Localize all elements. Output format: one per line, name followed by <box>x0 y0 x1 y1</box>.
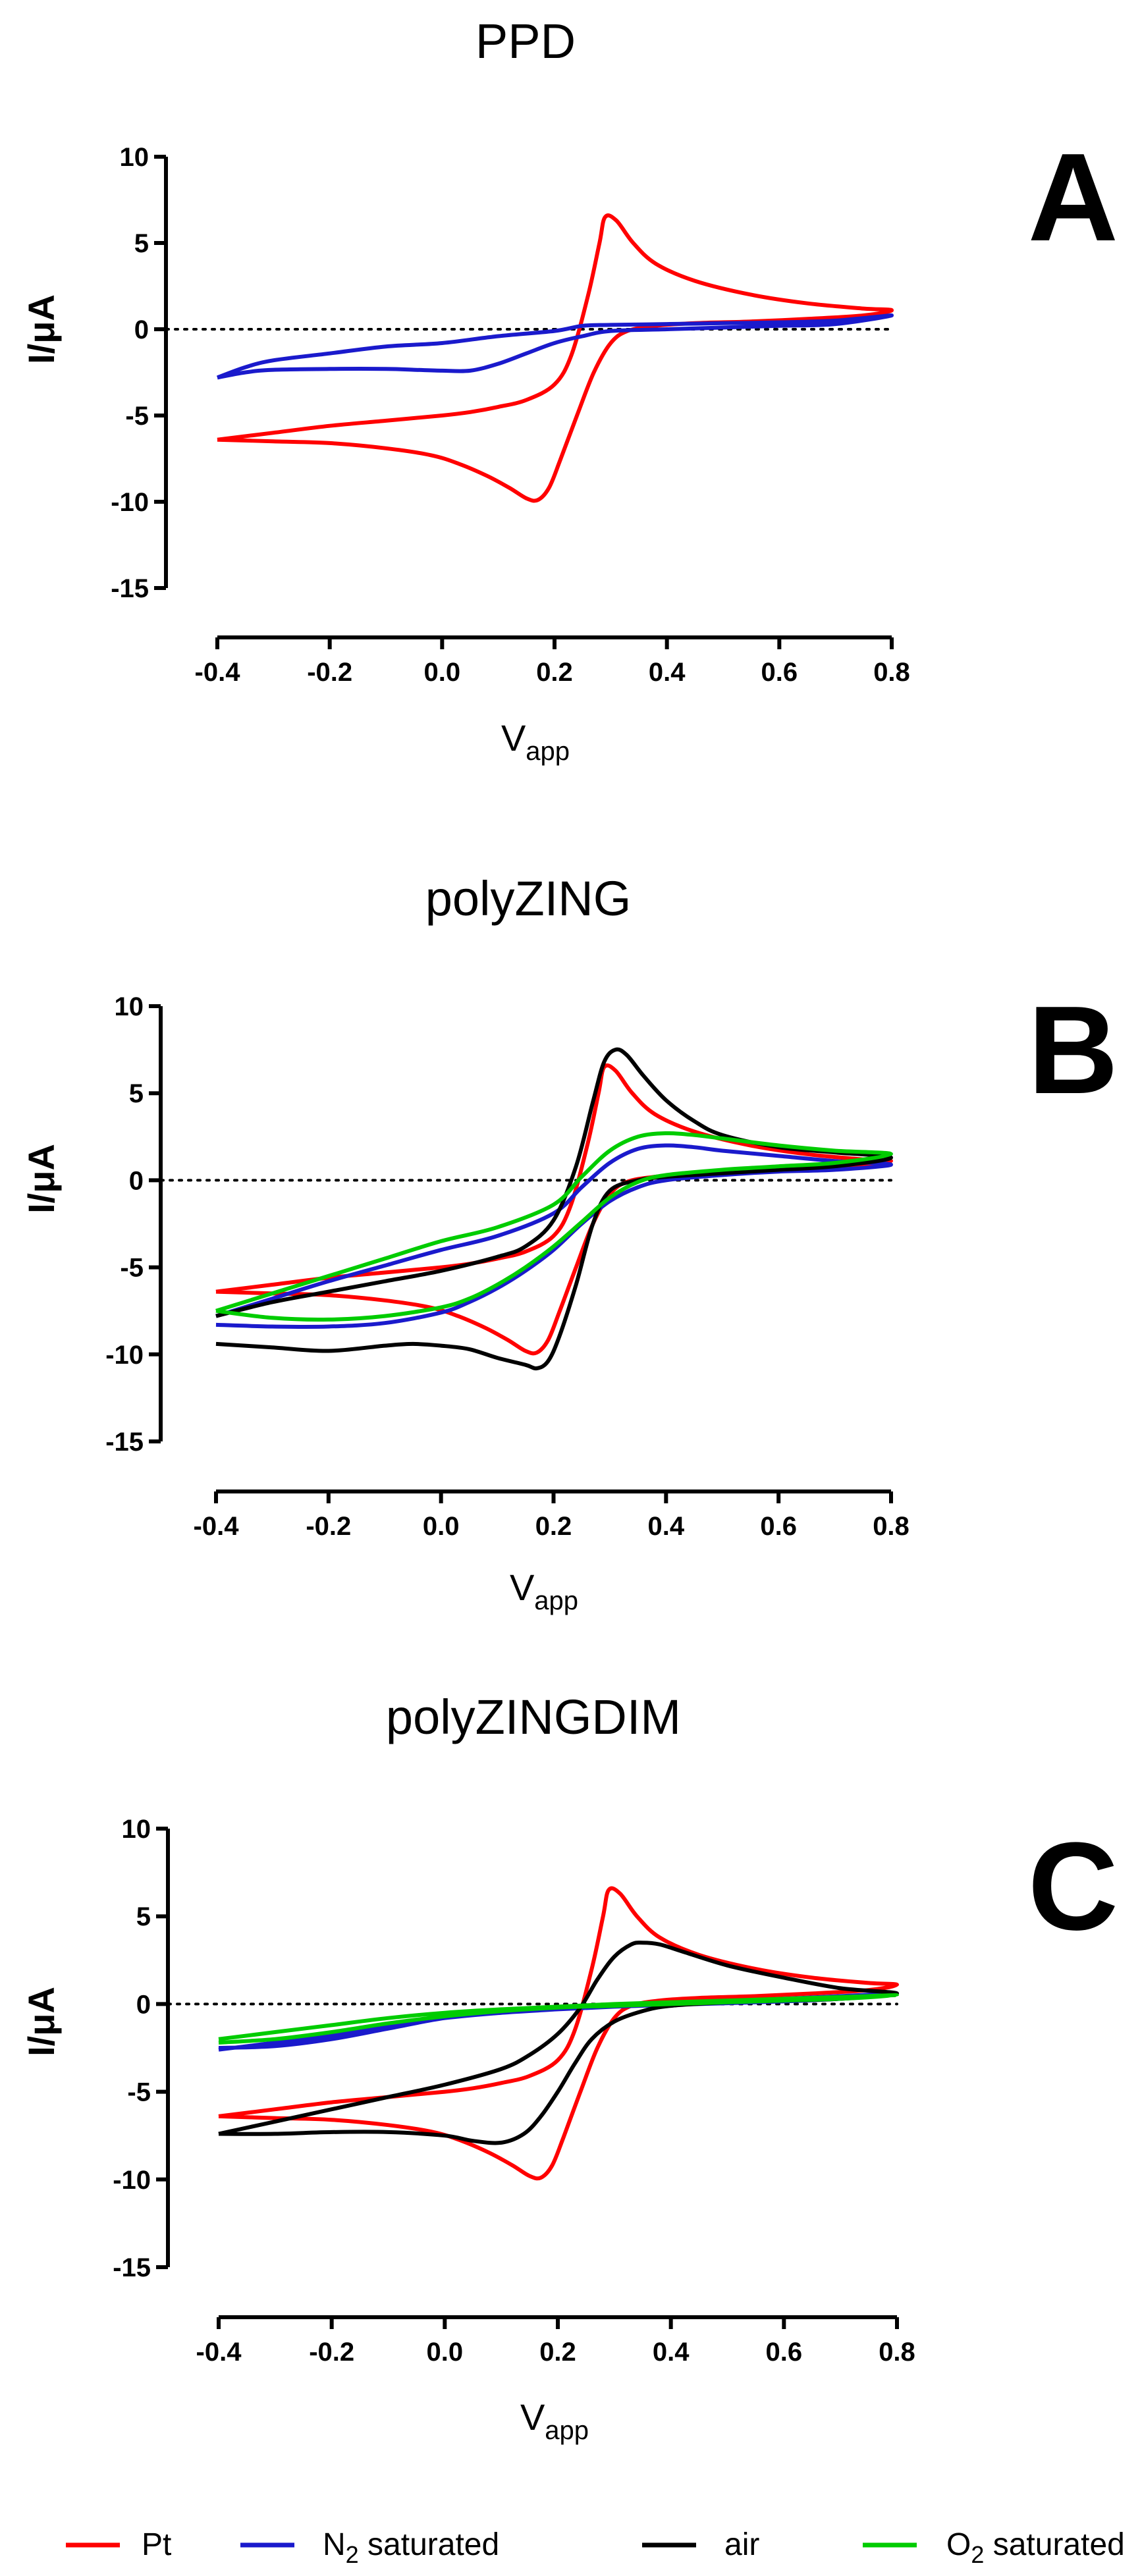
panel-c-y-tick-label: -10 <box>113 2166 151 2195</box>
panel-c-y-tick-label: 0 <box>136 1990 151 2019</box>
panel-a: PPD A I/μA Vapp 10 5 0 -5 -10 -15 -0.4 -0.2 0.0 0… <box>20 14 1118 766</box>
legend-label-air: air <box>724 2527 759 2562</box>
panel-b-y-tick-label: 5 <box>129 1079 144 1108</box>
panel-b-letter: B <box>1028 980 1118 1120</box>
panel-b-title: polyZING <box>425 871 632 926</box>
panel-c-x-tick-label: -0.2 <box>309 2338 354 2367</box>
panel-a-y-axis-label: I/μA <box>20 294 62 364</box>
panel-c-x-tick-label: 0.4 <box>653 2338 690 2367</box>
panel-b-x-axis-label-sub: app <box>534 1586 578 1615</box>
panel-b-y-tick-label: -15 <box>105 1428 144 1457</box>
panel-c-x-axis-label: Vapp <box>520 2396 589 2445</box>
panel-b: polyZING B I/μA Vapp 10 5 0 -5 -10 -15 -0.4 -0.… <box>20 871 1118 1615</box>
panel-a-x-axis-label: Vapp <box>501 717 570 766</box>
panel-b-series-pt <box>215 1063 893 1356</box>
panel-b-series-air <box>215 1047 893 1371</box>
panel-a-x-axis-label-sub: app <box>526 737 570 766</box>
legend-label-o2: O2 saturated <box>946 2527 1125 2568</box>
panel-c-x-tick-label: -0.4 <box>196 2338 242 2367</box>
panel-a-y-tick-label: -5 <box>125 402 149 431</box>
panel-c-plot: 10 5 0 -5 -10 -15 -0.4 -0.2 0.0 0.2 0.4 0.6 0.8 <box>113 1815 915 2367</box>
panel-c-title: polyZINGDIM <box>386 1690 681 1744</box>
panel-c-series-pt <box>218 1886 899 2181</box>
legend: Pt N2 saturated air O2 saturated <box>66 2527 1125 2568</box>
panel-b-y-tick-label: 10 <box>115 992 144 1021</box>
panel-c-x-tick-label: 0.6 <box>766 2338 803 2367</box>
panel-c-y-tick-label: -15 <box>113 2253 151 2282</box>
panel-a-y-tick-label: -10 <box>111 488 149 517</box>
panel-c: polyZINGDIM C I/μA Vapp 10 5 0 -5 -10 -15 -0.4… <box>20 1690 1118 2445</box>
panel-a-series-pt <box>217 213 894 503</box>
panel-c-y-tick-label: 5 <box>136 1902 151 1931</box>
panel-a-x-tick-label: 0.4 <box>649 658 686 687</box>
panel-a-title: PPD <box>475 14 576 68</box>
panel-a-x-tick-label: 0.0 <box>424 658 461 687</box>
panel-c-y-tick-label: -5 <box>127 2078 151 2107</box>
panel-a-x-tick-label: -0.4 <box>195 658 241 687</box>
panel-a-y-tick-label: 10 <box>120 143 149 172</box>
panel-b-x-tick-label: 0.0 <box>423 1512 460 1541</box>
panel-c-x-axis-label-sub: app <box>545 2416 589 2445</box>
legend-label-n2: N2 saturated <box>323 2527 499 2568</box>
panel-a-x-tick-label: 0.2 <box>536 658 573 687</box>
panel-a-y-tick-label: 0 <box>134 315 149 344</box>
panel-c-series-o2-saturated <box>218 1993 899 2045</box>
panel-b-series-n2-saturated <box>215 1143 893 1329</box>
panel-c-y-tick-label: 10 <box>122 1815 151 1844</box>
panel-b-x-tick-label: 0.4 <box>648 1512 685 1541</box>
panel-b-x-tick-label: -0.2 <box>306 1512 351 1541</box>
panel-b-plot: 10 5 0 -5 -10 -15 -0.4 -0.2 0.0 0.2 0.4 0.6 0.8 <box>105 992 909 1541</box>
panel-c-x-tick-label: 0.8 <box>879 2338 915 2367</box>
panel-a-x-tick-label: 0.6 <box>761 658 798 687</box>
panel-b-y-axis-label: I/μA <box>20 1144 62 1214</box>
panel-a-series-n2-saturated <box>216 313 894 380</box>
panel-b-x-tick-label: 0.2 <box>535 1512 572 1541</box>
legend-label-pt: Pt <box>142 2527 171 2562</box>
panel-b-y-tick-label: 0 <box>129 1166 144 1195</box>
panel-b-x-axis-label: Vapp <box>510 1567 578 1615</box>
panel-b-x-axis-label-base: V <box>510 1567 535 1608</box>
panel-b-y-tick-label: -10 <box>105 1341 144 1370</box>
panel-b-x-tick-label: 0.8 <box>873 1512 909 1541</box>
panel-b-y-tick-label: -5 <box>120 1254 144 1283</box>
panel-c-x-tick-label: 0.0 <box>427 2338 464 2367</box>
panel-b-x-tick-label: -0.4 <box>194 1512 240 1541</box>
panel-a-x-axis-label-base: V <box>501 717 526 759</box>
panel-a-plot: 10 5 0 -5 -10 -15 -0.4 -0.2 0.0 0.2 0.4 0.6 0.8 <box>111 143 910 687</box>
panel-c-x-axis-label-base: V <box>520 2396 545 2438</box>
panel-a-y-tick-label: -15 <box>111 574 149 603</box>
panel-b-x-tick-label: 0.6 <box>760 1512 797 1541</box>
panel-c-letter: C <box>1028 1817 1118 1956</box>
panel-a-y-tick-label: 5 <box>134 229 149 258</box>
panel-b-series-o2-saturated <box>215 1131 893 1322</box>
panel-c-y-axis-label: I/μA <box>20 1987 62 2056</box>
panel-a-x-tick-label: -0.2 <box>307 658 352 687</box>
panel-a-x-tick-label: 0.8 <box>873 658 910 687</box>
panel-c-x-tick-label: 0.2 <box>539 2338 576 2367</box>
panel-a-letter: A <box>1028 128 1118 267</box>
